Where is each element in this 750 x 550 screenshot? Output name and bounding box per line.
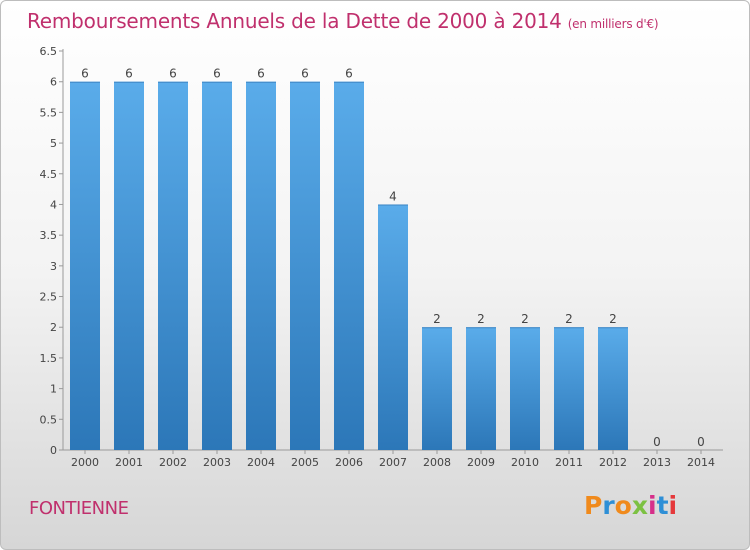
x-tick-label-2011: 2011	[555, 456, 583, 469]
data-label-2014: 0	[697, 435, 705, 449]
logo-letter: i	[668, 491, 678, 520]
data-label-2012: 2	[609, 312, 617, 326]
data-label-2003: 6	[213, 67, 221, 81]
bar-2004	[246, 81, 276, 450]
y-tick-label: 4.5	[40, 168, 58, 181]
logo-letter: P	[584, 491, 603, 520]
logo-letter: x	[631, 491, 648, 520]
y-tick-label: 2	[50, 321, 57, 334]
x-tick-label-2000: 2000	[71, 456, 99, 469]
data-label-2010: 2	[521, 312, 529, 326]
x-tick-label-2007: 2007	[379, 456, 407, 469]
x-tick-label-2002: 2002	[159, 456, 187, 469]
x-tick-label-2014: 2014	[687, 456, 715, 469]
chart-title-text: Remboursements Annuels de la Dette de 20…	[27, 9, 562, 33]
bar-2011	[554, 327, 584, 450]
y-tick-label: 5.5	[40, 106, 58, 119]
data-label-2009: 2	[477, 312, 485, 326]
data-label-2013: 0	[653, 435, 661, 449]
logo-letter: o	[614, 491, 632, 520]
proxiti-logo: Proxiti	[584, 491, 677, 520]
chart-labels: 6 6 6 6 6 6 6 4 2 2 2 2 2 0 0	[81, 67, 705, 449]
y-tick-label: 4	[50, 198, 57, 211]
x-tick-label-2009: 2009	[467, 456, 495, 469]
x-tick-label-2008: 2008	[423, 456, 451, 469]
data-label-2001: 6	[125, 67, 133, 81]
x-tick-label-2003: 2003	[203, 456, 231, 469]
bar-2005	[290, 81, 320, 450]
commune-name: FONTIENNE	[29, 498, 129, 519]
y-tick-label: 6	[50, 76, 57, 89]
x-tick-label-2004: 2004	[247, 456, 275, 469]
bar-2009	[466, 327, 496, 450]
data-label-2007: 4	[389, 189, 397, 203]
bar-2001	[114, 81, 144, 450]
y-tick-label: 6.5	[40, 45, 58, 58]
x-tick-label-2013: 2013	[643, 456, 671, 469]
chart-bars	[70, 81, 628, 450]
chart-title: Remboursements Annuels de la Dette de 20…	[27, 9, 659, 33]
x-tick-label-2010: 2010	[511, 456, 539, 469]
y-tick-label: 0.5	[40, 413, 58, 426]
y-tick-label: 1	[50, 383, 57, 396]
bar-2012	[598, 327, 628, 450]
bar-2007	[378, 204, 408, 450]
logo-letter: r	[602, 491, 615, 520]
logo-letter: i	[648, 491, 657, 520]
data-label-2004: 6	[257, 67, 265, 81]
bar-2008	[422, 327, 452, 450]
logo-letter: t	[656, 491, 669, 520]
x-tick-label-2012: 2012	[599, 456, 627, 469]
y-tick-label: 0	[50, 444, 57, 457]
x-tick-label-2006: 2006	[335, 456, 363, 469]
bar-2000	[70, 81, 100, 450]
data-label-2005: 6	[301, 67, 309, 81]
bar-2006	[334, 81, 364, 450]
y-tick-label: 3.5	[40, 229, 58, 242]
data-label-2011: 2	[565, 312, 573, 326]
chart-unit: (en milliers d'€)	[567, 17, 659, 31]
data-label-2000: 6	[81, 67, 89, 81]
bar-2010	[510, 327, 540, 450]
data-label-2002: 6	[169, 67, 177, 81]
y-tick-label: 3	[50, 260, 57, 273]
x-tick-label-2001: 2001	[115, 456, 143, 469]
bar-2002	[158, 81, 188, 450]
y-tick-label: 5	[50, 137, 57, 150]
bar-2003	[202, 81, 232, 450]
data-label-2008: 2	[433, 312, 441, 326]
data-label-2006: 6	[345, 67, 353, 81]
y-tick-label: 1.5	[40, 352, 58, 365]
x-tick-label-2005: 2005	[291, 456, 319, 469]
y-tick-label: 2.5	[40, 291, 58, 304]
